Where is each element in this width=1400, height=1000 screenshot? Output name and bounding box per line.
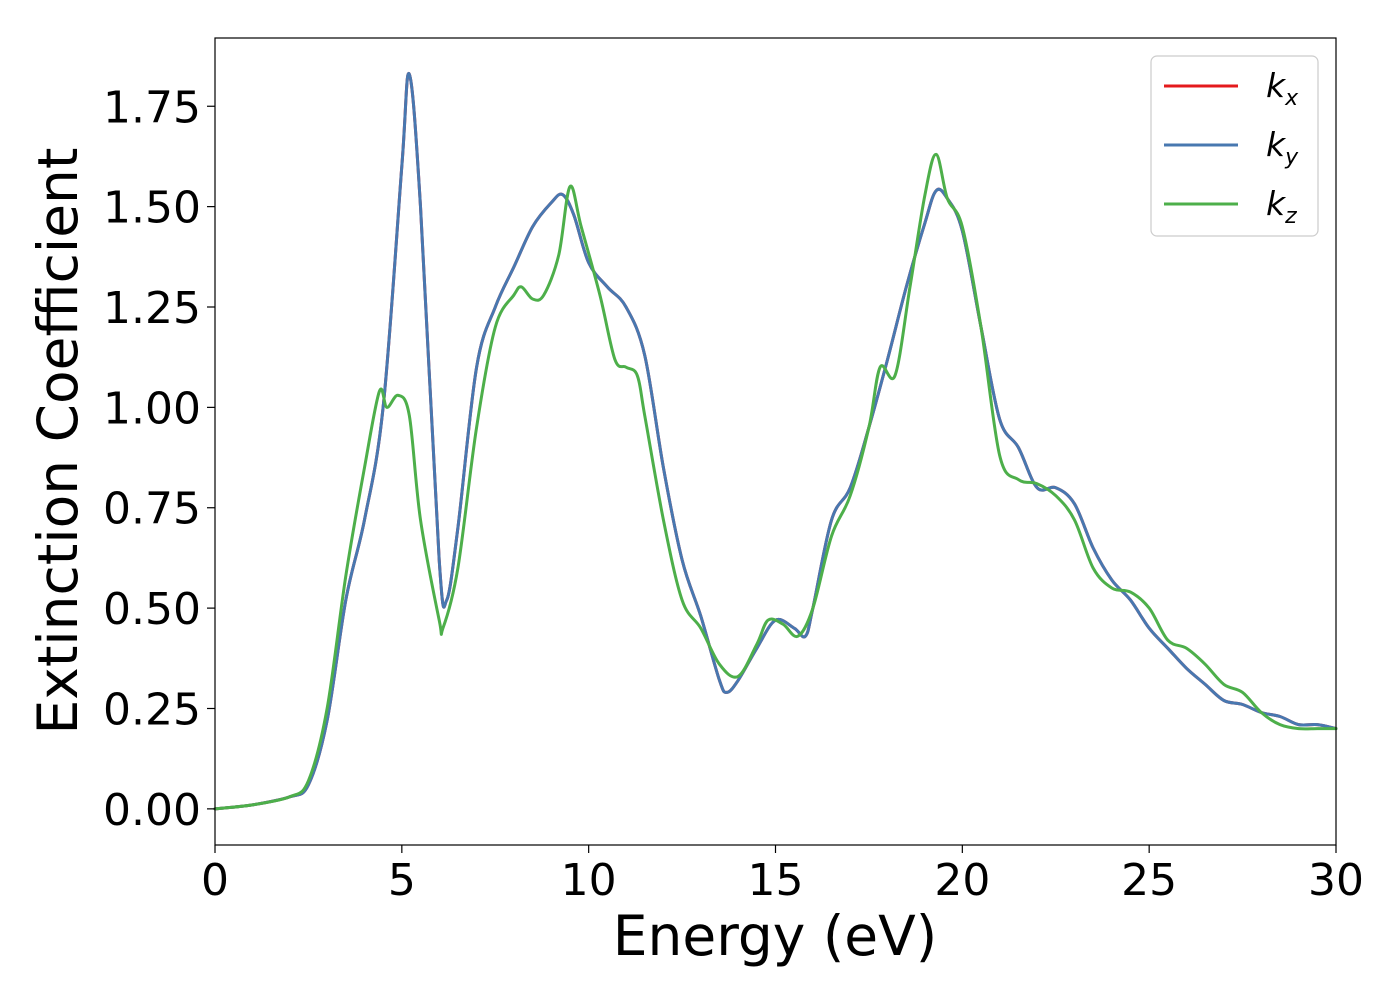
series-line-z [213, 152, 1338, 811]
series-layer [213, 71, 1338, 811]
y-tick-label: 1.75 [103, 82, 201, 133]
y-axis: 0.00 0.25 0.50 0.75 1.00 1.25 1.50 1.75 [103, 82, 215, 836]
y-tick-label: 1.25 [103, 283, 201, 334]
series-line-y [213, 71, 1338, 811]
y-tick-label: 0.25 [103, 684, 201, 735]
y-axis-label: Extinction Coefficient [26, 148, 90, 735]
x-axis: 0 5 10 15 20 25 30 [201, 845, 1364, 906]
y-tick-label: 1.50 [103, 183, 201, 234]
y-tick-label: 0.50 [103, 584, 201, 635]
x-axis-label: Energy (eV) [613, 904, 937, 968]
y-tick-label: 1.00 [103, 383, 201, 434]
x-tick-label: 30 [1308, 855, 1364, 906]
x-tick-label: 0 [201, 855, 229, 906]
x-tick-label: 15 [748, 855, 804, 906]
y-tick-label: 0.75 [103, 484, 201, 535]
x-tick-label: 5 [388, 855, 416, 906]
x-tick-label: 10 [561, 855, 617, 906]
x-tick-label: 25 [1121, 855, 1177, 906]
x-tick-label: 20 [934, 855, 990, 906]
y-tick-label: 0.00 [103, 785, 201, 836]
